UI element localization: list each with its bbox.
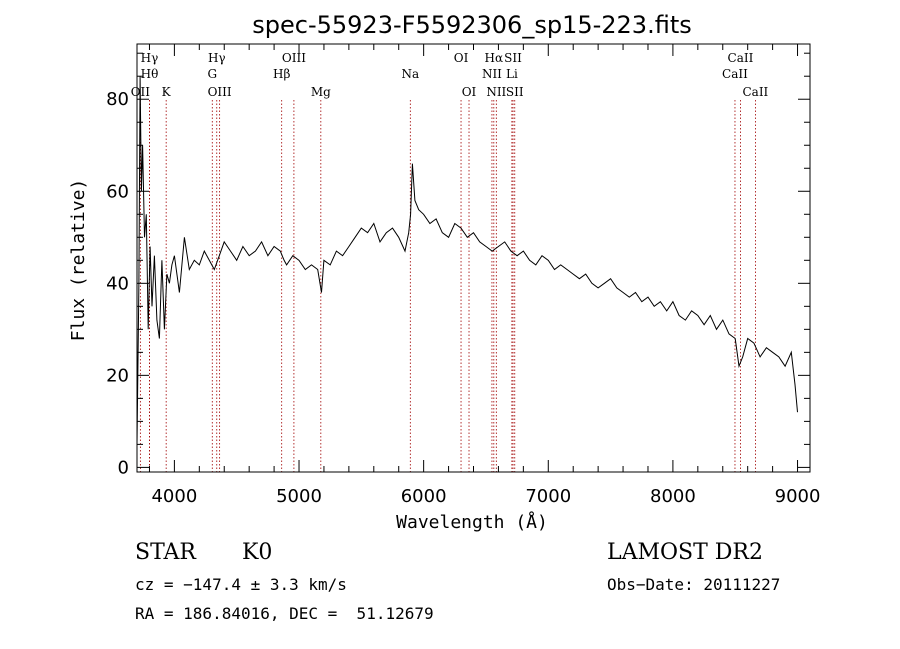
line-marker-label: G [207, 67, 217, 81]
line-marker-label: Mg [311, 85, 331, 99]
line-marker-label: K [162, 85, 172, 99]
line-marker-label: Li [506, 67, 518, 81]
line-marker-label: SII [506, 85, 524, 99]
line-marker-label: OIII [282, 51, 306, 65]
line-marker-label: OI [462, 85, 477, 99]
y-tick-label: 0 [118, 457, 129, 478]
line-marker-label: OIII [208, 85, 232, 99]
redshift-velocity: cz = −147.4 ± 3.3 km/s [135, 575, 347, 594]
survey-name: LAMOST DR2 [607, 540, 763, 565]
y-tick-label: 80 [106, 89, 129, 110]
line-marker-label: CaII [728, 51, 754, 65]
y-tick-label: 60 [106, 181, 129, 202]
line-marker-label: Hβ [273, 67, 290, 81]
axis-ticks: 4000 5000 6000 7000 8000 9000 0 20 40 60 80 [106, 44, 820, 507]
x-tick-label: 6000 [401, 486, 447, 507]
line-marker-label: CaII [722, 67, 748, 81]
line-marker-label: SII [504, 51, 522, 65]
line-marker-label: Hγ [208, 51, 226, 65]
object-subclass: K0 [242, 540, 273, 565]
sky-coordinates: RA = 186.84016, DEC = 51.12679 [135, 604, 434, 623]
chart-title: spec-55923-F5592306_sp15-223.fits [252, 11, 691, 39]
x-tick-label: 7000 [525, 486, 571, 507]
line-marker-label: CaII [742, 85, 768, 99]
x-tick-label: 9000 [775, 486, 821, 507]
y-axis-label: Flux (relative) [68, 179, 89, 342]
line-marker-label: OI [454, 51, 469, 65]
line-marker-label: NII [486, 85, 506, 99]
object-class: STAR [135, 540, 196, 565]
x-tick-label: 8000 [650, 486, 696, 507]
line-marker-label: Hθ [141, 67, 159, 81]
line-marker-label: Hα [485, 51, 504, 65]
line-marker-label: Na [401, 67, 419, 81]
spectrum-series-line [136, 76, 798, 445]
x-axis-label: Wavelength (Å) [396, 511, 548, 533]
y-tick-label: 20 [106, 365, 129, 386]
x-tick-label: 4000 [151, 486, 197, 507]
x-tick-label: 5000 [276, 486, 322, 507]
observation-date: Obs−Date: 20111227 [607, 575, 781, 594]
y-tick-label: 40 [106, 273, 129, 294]
line-marker-label: Hγ [141, 51, 159, 65]
line-marker-label: NII [482, 67, 502, 81]
